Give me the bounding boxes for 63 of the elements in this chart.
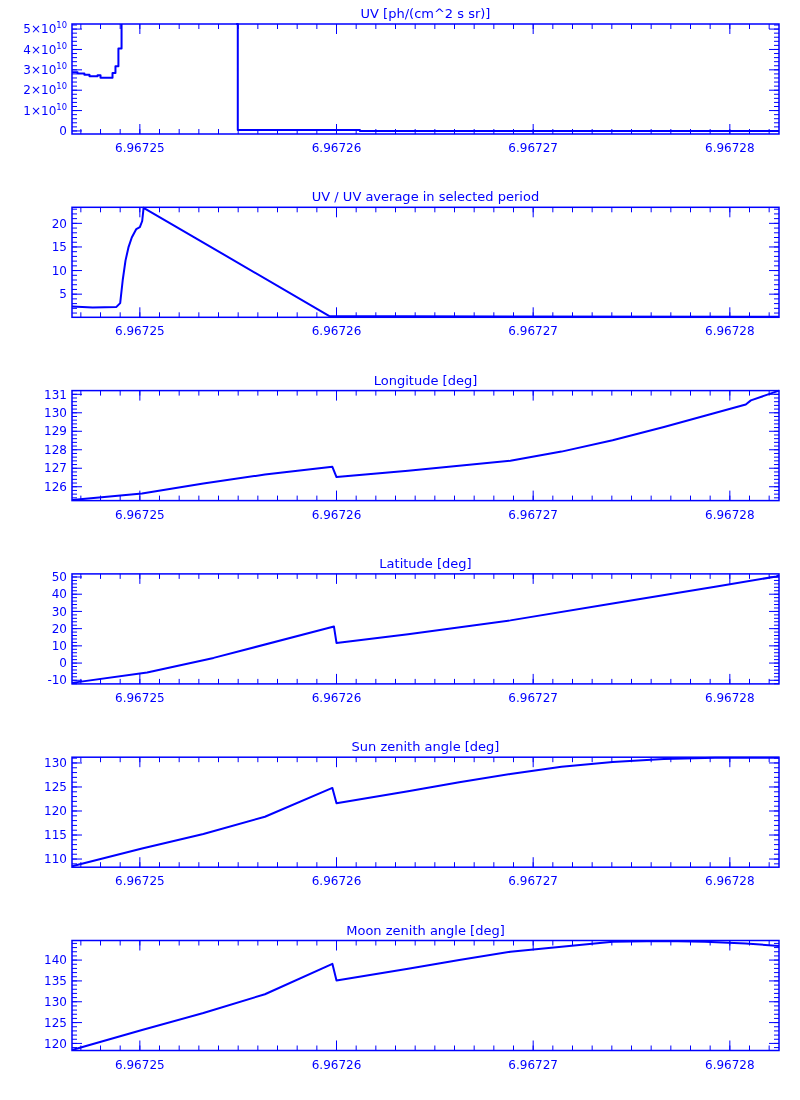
y-tick-label: 2×10$^{10}$: [23, 81, 67, 98]
y-tick-label: 4×10$^{10}$: [23, 40, 67, 57]
y-tick-label: 50: [51, 570, 67, 585]
x-tick-label: 6.96726: [311, 1057, 362, 1072]
y-tick-label: 126: [44, 479, 67, 494]
x-tick-label: 6.96727: [508, 1057, 558, 1072]
chart-title: Moon zenith angle [deg]: [346, 922, 505, 938]
x-tick-label: 6.96728: [705, 507, 755, 522]
y-tick-label: 30: [51, 604, 67, 619]
y-tick-label: 130: [44, 405, 67, 420]
y-tick-label: 20: [51, 216, 67, 231]
chart-title: UV [ph/(cm^2 s sr)]: [360, 6, 491, 21]
y-tick-label: 115: [44, 828, 67, 843]
y-tick-label: 110: [44, 852, 67, 867]
chart-title: Longitude [deg]: [373, 372, 478, 388]
y-tick-label: 127: [44, 461, 67, 476]
y-tick-label: 10: [51, 639, 67, 654]
y-tick-label: 3×10$^{10}$: [23, 61, 67, 78]
chart-title: UV / UV average in selected period: [311, 189, 540, 205]
x-tick-label: 6.96728: [705, 690, 755, 705]
y-tick-label: 5×10$^{10}$: [23, 20, 67, 37]
y-tick-label: 10: [51, 263, 67, 278]
y-tick-label: 0: [59, 124, 67, 139]
x-tick-label: 6.96725: [115, 1057, 165, 1072]
chart-title: Latitude [deg]: [379, 555, 472, 571]
y-tick-label: 131: [44, 387, 67, 402]
y-tick-label: 1×10$^{10}$: [23, 101, 67, 118]
x-tick-label: 6.96726: [311, 141, 362, 155]
y-tick-label: 135: [44, 974, 67, 989]
y-tick-label: 140: [44, 953, 67, 968]
chart-title: Sun zenith angle [deg]: [351, 739, 500, 755]
y-tick-label: 129: [44, 424, 67, 439]
y-tick-label: 0: [59, 656, 67, 671]
x-tick-label: 6.96726: [311, 324, 362, 339]
y-tick-label: 130: [44, 994, 67, 1009]
x-tick-label: 6.96726: [311, 874, 362, 889]
y-tick-label: 130: [44, 756, 67, 771]
x-tick-label: 6.96728: [705, 141, 755, 155]
x-tick-label: 6.96728: [705, 324, 755, 339]
x-tick-label: 6.96728: [705, 1057, 755, 1072]
x-tick-label: 6.96725: [115, 874, 165, 889]
x-tick-label: 6.96725: [115, 690, 165, 705]
x-tick-label: 6.96725: [115, 141, 165, 155]
y-tick-label: -10: [47, 673, 67, 688]
y-tick-label: 20: [51, 621, 67, 636]
x-tick-label: 6.96728: [705, 874, 755, 889]
y-tick-label: 40: [51, 587, 67, 602]
x-tick-label: 6.96726: [311, 690, 362, 705]
y-tick-label: 120: [44, 1036, 67, 1051]
y-tick-label: 15: [51, 240, 67, 255]
x-tick-label: 6.96727: [508, 324, 558, 339]
y-tick-label: 125: [44, 780, 67, 795]
y-tick-label: 120: [44, 804, 67, 819]
x-tick-label: 6.96727: [508, 690, 558, 705]
y-tick-label: 125: [44, 1015, 67, 1030]
x-tick-label: 6.96727: [508, 874, 558, 889]
y-tick-label: 128: [44, 442, 67, 457]
x-tick-label: 6.96725: [115, 507, 165, 522]
x-tick-label: 6.96726: [311, 507, 362, 522]
y-tick-label: 5: [59, 287, 67, 302]
x-tick-label: 6.96727: [508, 507, 558, 522]
x-tick-label: 6.96727: [508, 141, 558, 155]
x-tick-label: 6.96725: [115, 324, 165, 339]
